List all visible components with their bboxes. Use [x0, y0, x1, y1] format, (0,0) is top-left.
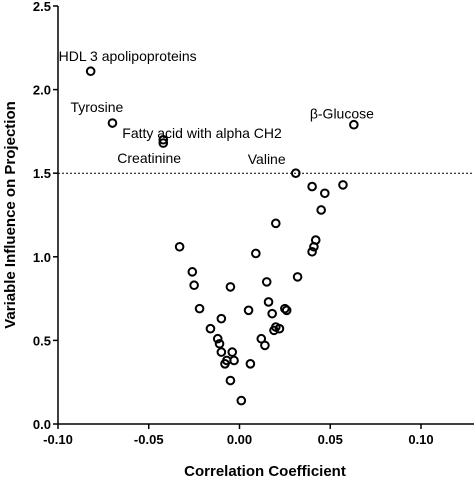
data-point [220, 359, 230, 369]
data-point [216, 347, 227, 357]
data-point [189, 280, 199, 291]
data-point [281, 305, 292, 316]
y-tick-label: 2.0 [33, 83, 51, 98]
y-tick-marks [53, 5, 58, 425]
data-point [260, 340, 270, 351]
data-point [274, 323, 285, 334]
data-point [227, 347, 238, 357]
data-point [205, 323, 216, 334]
data-point [251, 248, 261, 259]
data-point [292, 272, 303, 282]
data-point [158, 134, 169, 145]
data-points [85, 66, 359, 406]
x-tick-label: 0.00 [227, 432, 252, 447]
data-point [225, 282, 236, 292]
data-point [309, 241, 319, 252]
x-tick-marks [57, 424, 422, 429]
data-point [349, 119, 359, 130]
x-tick-label: 0.10 [408, 432, 433, 447]
y-tick-label: 0.5 [33, 333, 51, 348]
data-point [307, 246, 317, 257]
data-point [320, 188, 330, 199]
plot-area: -0.10 -0.05 0.00 0.05 0.10 0.0 0.5 1.0 1.5 2.0 2.… [33, 0, 474, 447]
point-annotation: β-Glucose [310, 106, 374, 122]
data-point [187, 267, 198, 277]
data-point [236, 395, 247, 406]
y-tick-label: 0.0 [33, 417, 51, 432]
point-annotation: Tyrosine [70, 99, 123, 115]
point-annotation: Creatinine [117, 150, 181, 166]
y-axis-title: Variable Influence on Projection [2, 101, 19, 329]
data-point [216, 313, 227, 324]
data-point [158, 138, 169, 148]
x-tick-label: 0.05 [318, 432, 343, 447]
data-point [229, 355, 239, 366]
x-tick-labels: -0.10 -0.05 0.00 0.05 0.10 [43, 432, 433, 447]
data-point [280, 303, 290, 314]
data-point [271, 218, 281, 229]
x-tick-label: -0.10 [43, 432, 73, 447]
x-axis-title: Correlation Coefficient [184, 463, 346, 480]
y-tick-label: 1.5 [33, 166, 51, 181]
data-point [245, 359, 256, 369]
data-point [85, 66, 96, 77]
data-point [263, 297, 274, 307]
data-point [269, 325, 279, 336]
y-tick-label: 1.0 [33, 250, 51, 265]
data-point [107, 118, 118, 128]
data-point [316, 205, 326, 215]
y-tick-label: 2.5 [33, 0, 51, 14]
point-annotation: Valine [248, 151, 286, 167]
data-point [194, 303, 205, 314]
data-point [214, 338, 225, 349]
point-annotation: Fatty acid with alpha CH2 [122, 125, 282, 141]
x-tick-label: -0.05 [134, 432, 164, 447]
point-annotations: HDL 3 apolipoproteins Tyrosine Fatty acid … [59, 48, 374, 167]
data-point [307, 181, 317, 192]
data-point [174, 241, 185, 252]
data-point [261, 277, 272, 287]
data-point [225, 375, 236, 386]
data-point [243, 305, 254, 316]
y-tick-labels: 0.0 0.5 1.0 1.5 2.0 2.5 [33, 0, 51, 432]
data-point [290, 168, 301, 178]
data-point [267, 308, 277, 319]
data-point [212, 333, 223, 344]
point-annotation: HDL 3 apolipoproteins [59, 48, 197, 64]
data-point [338, 180, 348, 190]
